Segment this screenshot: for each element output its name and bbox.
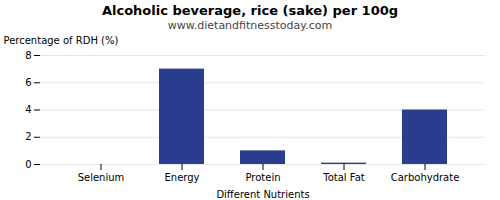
svg-text:Protein: Protein [245,172,280,183]
svg-text:Percentage of RDH (%): Percentage of RDH (%) [4,35,119,46]
svg-text:4: 4 [25,104,31,115]
svg-text:Selenium: Selenium [78,172,125,183]
svg-text:Energy: Energy [164,172,199,183]
svg-text:Total Fat: Total Fat [322,172,364,183]
svg-text:0: 0 [25,159,31,170]
svg-text:8: 8 [25,50,31,61]
html-text:Alcoholic beverage, rice (sake: Alcoholic beverage, rice (sake) per 100g [101,3,399,18]
svg-text:Different Nutrients: Different Nutrients [216,189,309,200]
svg-text:6: 6 [25,77,31,88]
html-text:www.dietandfitnesstoday.com: www.dietandfitnesstoday.com [167,19,333,32]
svg-text:Carbohydrate: Carbohydrate [391,172,460,183]
svg-text:2: 2 [25,131,31,142]
